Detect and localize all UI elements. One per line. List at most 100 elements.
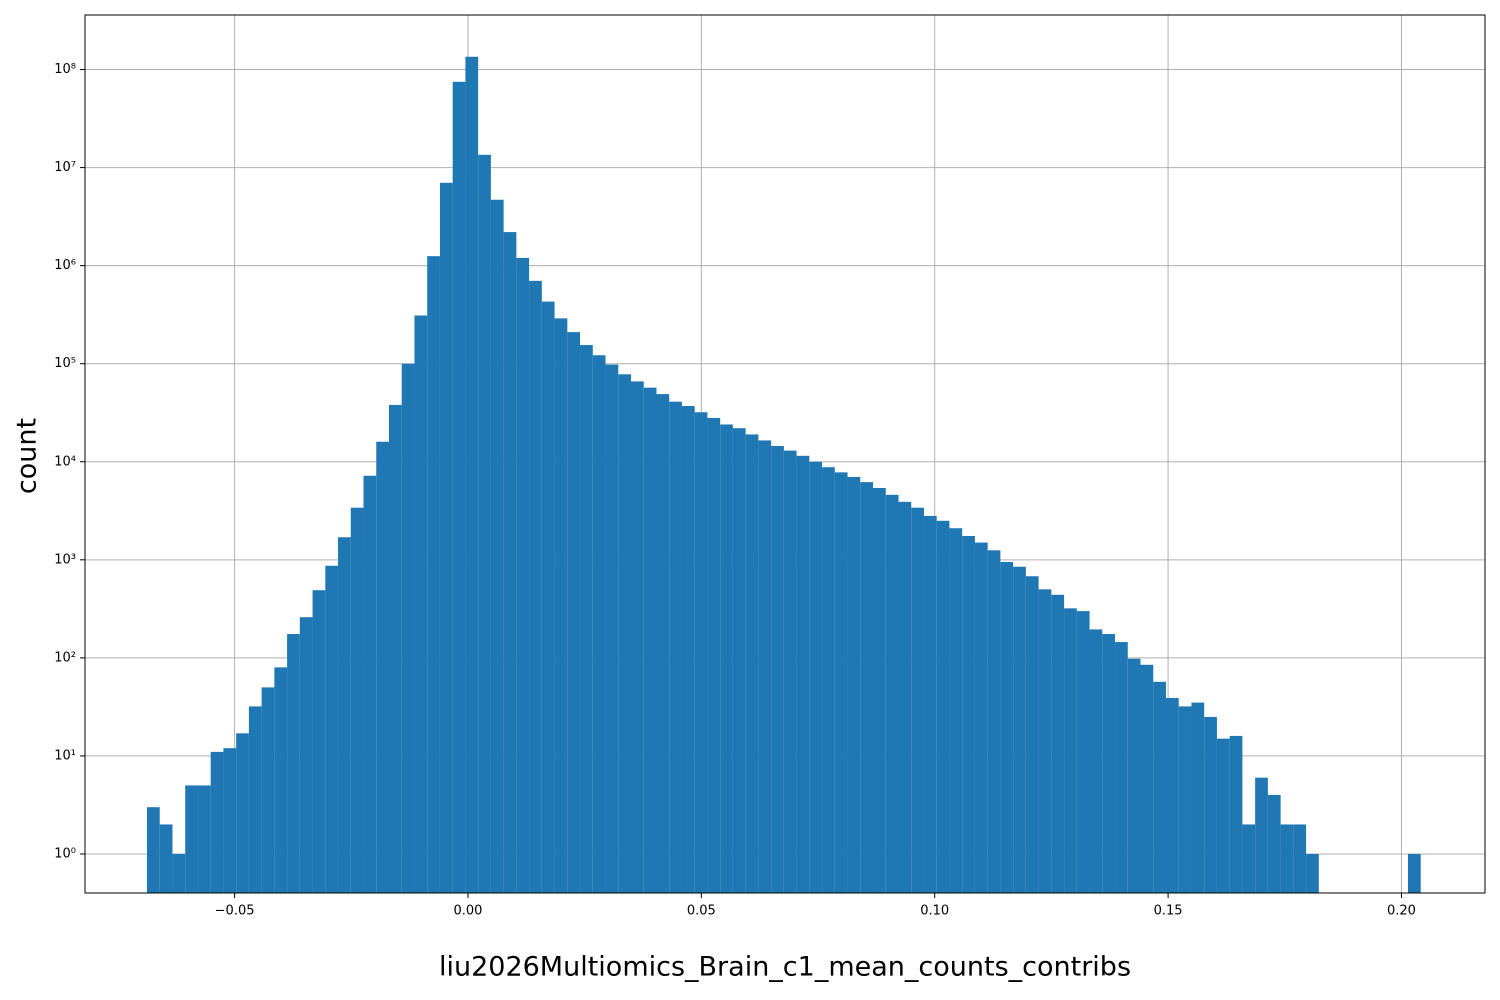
bar [516,257,530,893]
bar [898,501,912,893]
bar [796,455,810,893]
x-tick-label: 0.05 [687,904,716,919]
bar [592,355,606,893]
bar [159,824,173,893]
x-tick-label: −0.05 [215,904,255,919]
bar [529,280,542,893]
bar [388,404,402,893]
y-tick-label: 10⁴ [54,454,76,469]
bar [1229,735,1243,893]
bar [758,440,772,893]
x-axis-label: liu2026Multiomics_Brain_c1_mean_counts_c… [439,952,1131,983]
bar [822,467,835,893]
bar [745,434,759,893]
bar [338,537,351,893]
bar [771,445,784,893]
bar [1293,824,1307,893]
y-tick-label: 10⁵ [54,356,76,371]
bar [1076,611,1090,893]
bar [1000,562,1014,893]
bar [427,256,440,894]
bar [605,364,619,893]
x-tick-label: 0.15 [1154,904,1183,919]
bar [681,406,695,893]
bar [643,387,657,893]
bar [325,565,339,893]
bar [1306,853,1319,893]
bar [949,528,963,893]
bar [414,315,428,894]
x-tick-label: 0.10 [920,904,949,919]
bar [1013,566,1026,893]
bar [312,590,326,893]
bar [873,488,886,893]
bar [1407,853,1421,893]
bar [987,550,1001,893]
bar [490,199,504,893]
bar [478,154,491,894]
bar [669,401,682,893]
bar [936,520,950,893]
bar [210,751,224,893]
bar [1064,608,1077,893]
bar [1165,697,1179,893]
bar [223,748,237,893]
bar [1216,738,1230,893]
bar [1280,824,1294,893]
bar [350,507,364,893]
bar [783,450,797,893]
bar [1025,576,1039,893]
y-tick-label: 10⁰ [54,846,76,861]
bar [962,535,975,893]
bar [541,301,555,893]
bar [694,412,708,893]
bar [1153,681,1166,893]
bar [503,232,517,893]
x-tick-label: 0.20 [1387,904,1416,919]
bar [580,345,593,893]
bar [974,542,988,893]
bar [860,482,874,893]
bar [248,706,262,893]
bar [1178,706,1192,893]
bar [439,182,453,893]
bar [465,56,479,894]
bar [567,332,581,893]
bar [1051,594,1065,893]
bar [1127,658,1141,893]
bar [401,363,415,893]
bar [363,475,377,893]
bar [299,617,313,893]
bar [809,461,823,893]
bar [376,441,389,893]
y-tick-label: 10⁷ [54,160,76,175]
bar [631,381,644,893]
y-tick-label: 10¹ [54,748,76,763]
bar [274,667,288,893]
bar [834,472,848,893]
bar [1191,702,1205,893]
y-axis-label: count [12,418,43,494]
bar [1204,716,1217,893]
bar [185,785,198,893]
bar [923,515,937,893]
y-tick-label: 10² [54,650,76,665]
y-tick-label: 10³ [54,552,76,567]
bar [1115,642,1128,893]
bar [1102,634,1116,893]
bar [885,494,899,893]
bar [554,318,568,893]
bar [1140,664,1154,893]
bar [1089,629,1103,893]
bar [287,634,300,893]
plot-frame [84,14,1486,894]
bar [236,733,249,893]
bar [197,785,211,893]
bar [1242,824,1256,893]
bar [707,417,721,893]
bar [1038,589,1052,893]
bar [1255,777,1268,893]
bar [656,394,670,893]
x-tick-label: 0.00 [453,904,482,919]
bar [732,428,746,893]
